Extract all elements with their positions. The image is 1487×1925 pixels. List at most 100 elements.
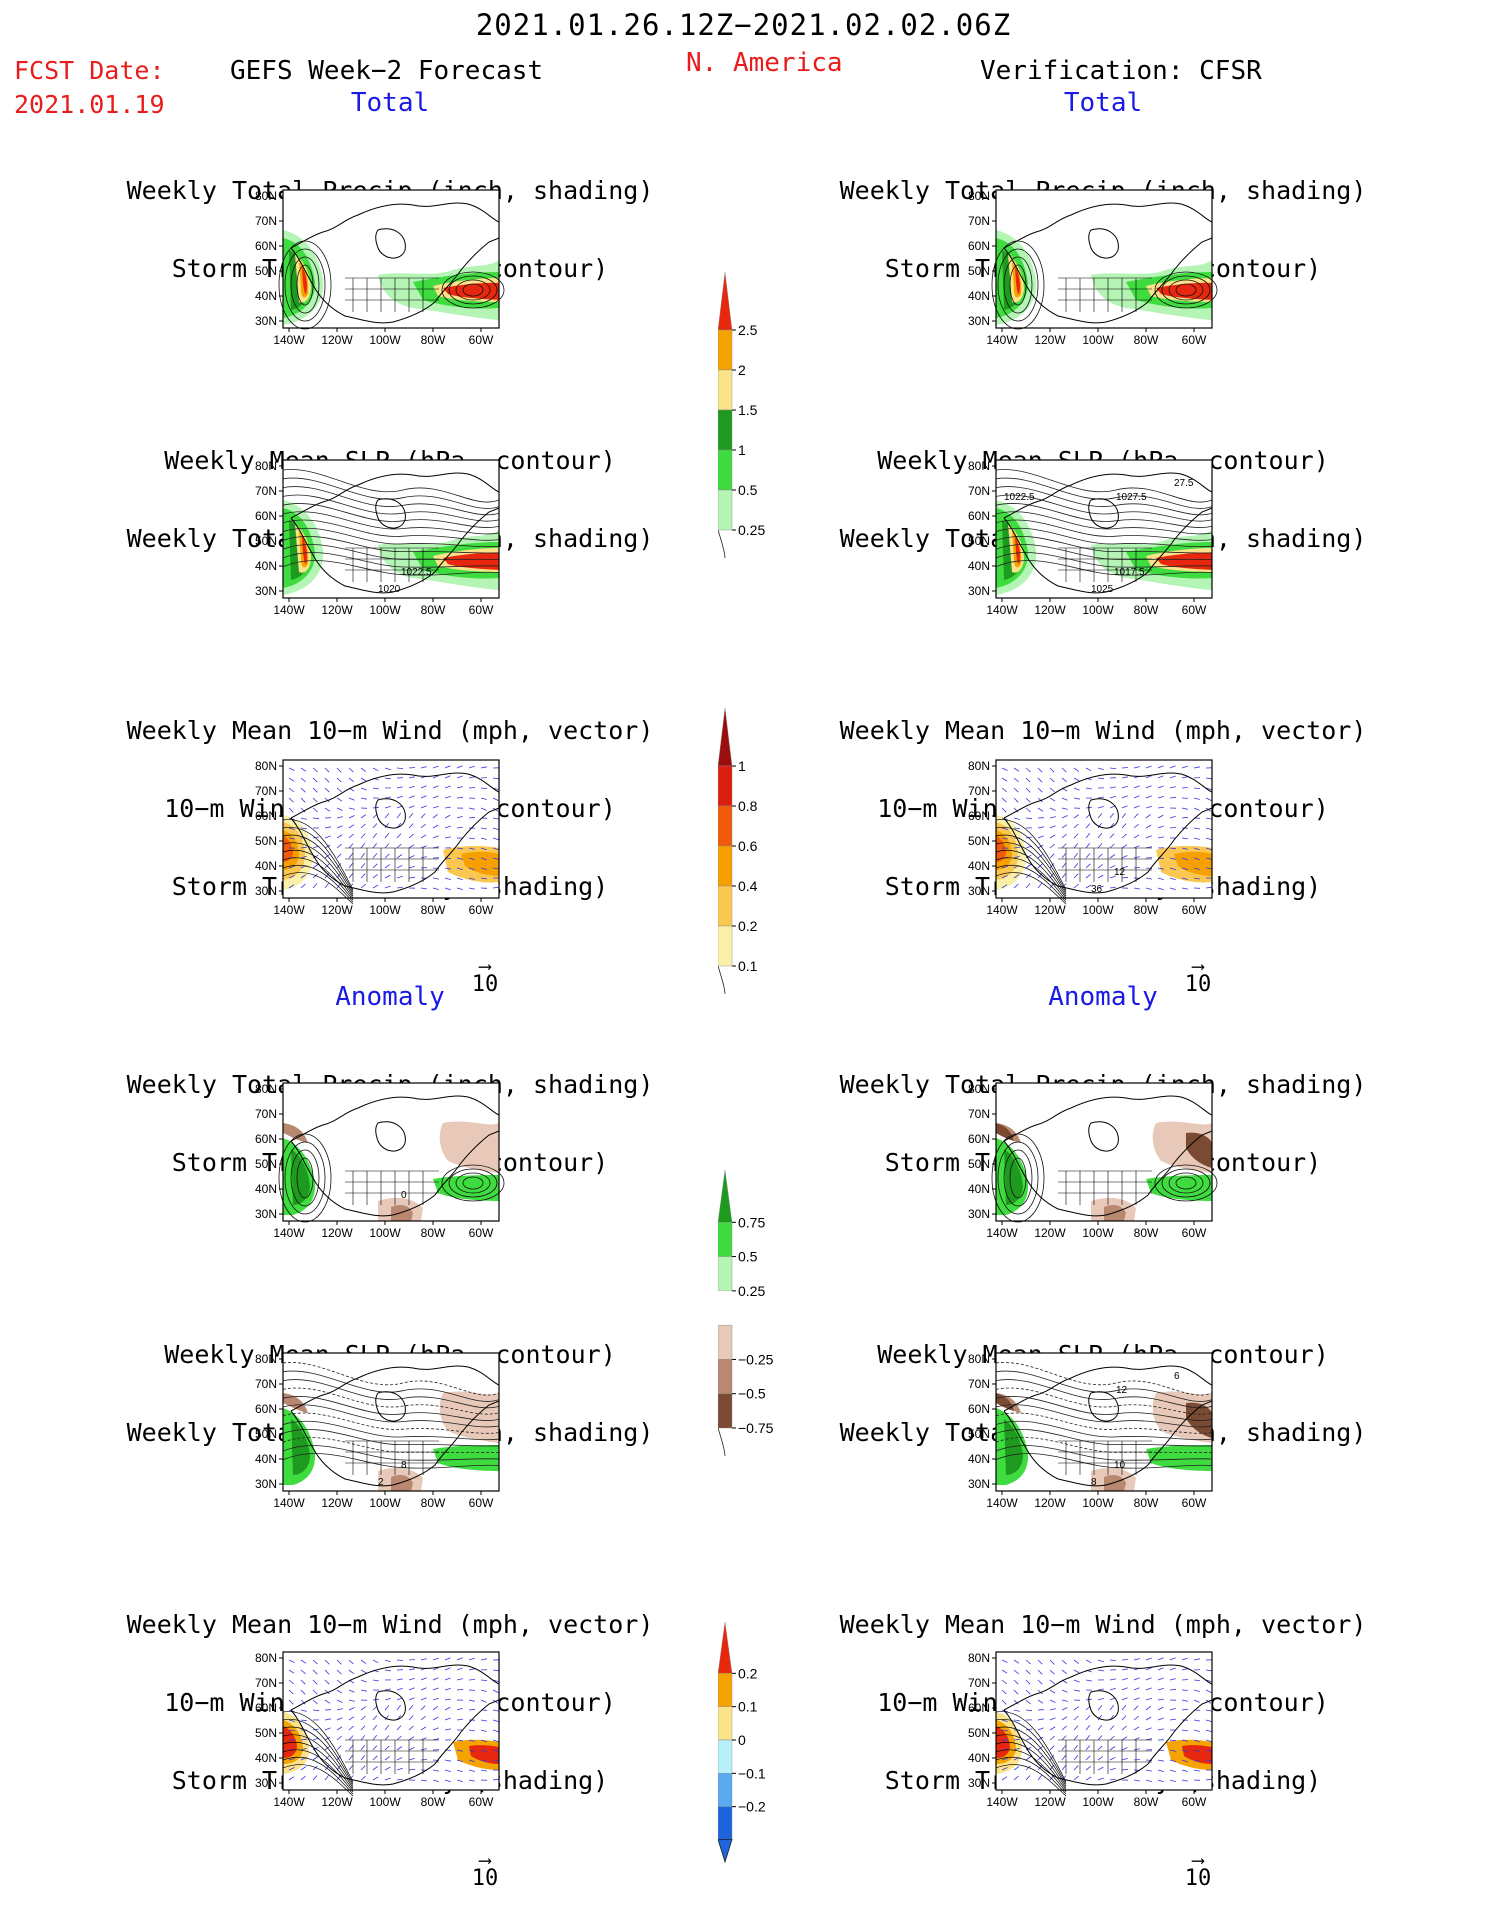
lat-tick-label: 50N [968, 264, 990, 278]
contour-value-label: 1025 [1091, 584, 1114, 595]
lon-tick-label: 140W [273, 1795, 305, 1809]
vector-reference-value: 10 [1184, 1866, 1212, 1891]
lon-tick-label: 80W [1134, 1496, 1159, 1510]
map-panel-fcst-wind: 80N 70N 60N 50N 40N 30N 140W 120W 100W 80W 60W [241, 754, 509, 924]
map-svg: 80N 70N 60N 50N 40N 30N 140W 120W 100W 80W 60W 1022… [255, 459, 500, 617]
map-frame [995, 759, 1213, 899]
map-svg: 80N 70N 60N 50N 40N 30N 140W 120W 100W 80W 60W [968, 1651, 1213, 1809]
lat-tick-label: 80N [255, 189, 277, 203]
colorbar-segment [718, 1290, 732, 1326]
lat-tick-label: 70N [255, 1676, 277, 1690]
vector-reference-cfsr-anom: ⟶ 10 [1173, 1852, 1223, 1892]
fcst-date-value: 2021.01.19 [14, 90, 165, 119]
colorbar-segment [717, 449, 733, 491]
colorbar-label: 0.8 [738, 798, 758, 814]
time-range-title: 2021.01.26.12Z−2021.02.02.06Z [475, 8, 1012, 42]
colorbar-label: 0.6 [738, 838, 758, 854]
lat-tick-label: 70N [968, 214, 990, 228]
section-total-left: Total [350, 88, 430, 118]
lon-tick-label: 100W [1082, 1496, 1114, 1510]
vector-reference-fcst-total: ⟶ 10 [460, 956, 510, 998]
lon-tick-label: 120W [321, 333, 353, 347]
map-frame [995, 1651, 1213, 1791]
lat-tick-label: 50N [255, 1157, 277, 1171]
lon-tick-label: 60W [1182, 603, 1207, 617]
colorbar-label: 0.25 [738, 522, 765, 538]
lat-tick-label: 30N [968, 1776, 990, 1790]
contour-value-label: 1022.5 [401, 567, 432, 578]
verification-column-title: Verification: CFSR [980, 56, 1262, 86]
colorbar-segment [717, 845, 733, 887]
map-svg: 80N 70N 60N 50N 40N 30N 140W 120W 100W 80W 60W [255, 759, 500, 917]
map-svg: 80N 70N 60N 50N 40N 30N 140W 120W 100W 80W 60W 8 2 [255, 1352, 500, 1510]
lon-tick-label: 140W [986, 1795, 1018, 1809]
map-frame [995, 1082, 1213, 1222]
lat-tick-label: 40N [255, 559, 277, 573]
lat-tick-label: 50N [968, 1157, 990, 1171]
lat-tick-label: 30N [255, 584, 277, 598]
colorbar-track_total: 1 0.8 0.6 0.4 0.2 0.1 [717, 706, 808, 1000]
vector-reference-fcst-anom: ⟶ 10 [460, 1852, 510, 1892]
lon-tick-label: 140W [986, 1496, 1018, 1510]
lat-tick-label: 30N [255, 884, 277, 898]
lat-tick-label: 40N [255, 1751, 277, 1765]
lon-tick-label: 120W [1034, 603, 1066, 617]
lon-tick-label: 120W [1034, 1795, 1066, 1809]
fcst-date-label: FCST Date: [14, 56, 165, 85]
lat-tick-label: 50N [255, 1726, 277, 1740]
contour-value-label: 1017.5 [1114, 567, 1145, 578]
lat-tick-label: 40N [255, 1452, 277, 1466]
section-anomaly-right: Anomaly [1048, 982, 1158, 1012]
title-line: Weekly Mean 10−m Wind (mph, vector) [126, 716, 654, 745]
colorbar-end-triangle [717, 965, 726, 995]
lon-tick-label: 140W [273, 903, 305, 917]
contour-value-label: 12 [1116, 1385, 1128, 1396]
lon-tick-label: 80W [1134, 1226, 1159, 1240]
colorbar-label: 0.2 [738, 1665, 758, 1681]
lat-tick-label: 80N [968, 189, 990, 203]
lon-tick-label: 60W [469, 1795, 494, 1809]
lon-tick-label: 100W [369, 1795, 401, 1809]
contour-value-label: 36 [1091, 884, 1103, 895]
lon-tick-label: 120W [321, 1226, 353, 1240]
vector-arrow-icon: ⟶ [479, 956, 491, 977]
lon-tick-label: 100W [1082, 1795, 1114, 1809]
colorbar-segment [717, 409, 733, 451]
colorbar-label: 0.1 [738, 958, 758, 974]
lat-tick-label: 80N [968, 1082, 990, 1096]
lat-tick-label: 70N [255, 214, 277, 228]
map-svg: 80N 70N 60N 50N 40N 30N 140W 120W 100W 80W 60W [255, 189, 505, 347]
colorbar-label: 0.4 [738, 878, 758, 894]
map-frame [282, 189, 500, 329]
lon-tick-label: 120W [1034, 333, 1066, 347]
lat-tick-label: 60N [255, 1701, 277, 1715]
map-panel-fcst-windA: 80N 70N 60N 50N 40N 30N 140W 120W 100W 80W 60W [241, 1646, 509, 1816]
lat-tick-label: 30N [968, 1207, 990, 1221]
map-panel-cfsr-slpA: 80N 70N 60N 50N 40N 30N 140W 120W 100W 80W 60W 10 8 6… [954, 1347, 1222, 1517]
colorbar-segment [717, 1673, 733, 1707]
lat-tick-label: 40N [968, 289, 990, 303]
lat-tick-label: 50N [255, 264, 277, 278]
lat-tick-label: 60N [968, 239, 990, 253]
lat-tick-label: 80N [255, 1651, 277, 1665]
lat-tick-label: 50N [968, 1427, 990, 1441]
lat-tick-label: 80N [968, 1651, 990, 1665]
lon-tick-label: 80W [1134, 903, 1159, 917]
colorbar-label: −0.1 [738, 1765, 766, 1781]
map-panel-cfsr-slp: 80N 70N 60N 50N 40N 30N 140W 120W 100W 80W 60W 1017… [954, 454, 1222, 624]
colorbar-segment [717, 1222, 733, 1257]
lon-tick-label: 80W [421, 903, 446, 917]
lat-tick-label: 40N [255, 1182, 277, 1196]
colorbar-label: 0.25 [738, 1283, 765, 1299]
map-panel-cfsr-precipA: 80N 70N 60N 50N 40N 30N 140W 120W 100W 80W 60W [954, 1077, 1222, 1247]
map-frame [282, 759, 500, 899]
map-frame [995, 1352, 1213, 1492]
lon-tick-label: 60W [469, 1496, 494, 1510]
colorbar-svg: 2.5 2 1.5 1 0.5 0.25 [717, 271, 765, 559]
lat-tick-label: 50N [255, 534, 277, 548]
lon-tick-label: 80W [421, 1496, 446, 1510]
colorbar-label: 1 [738, 442, 746, 458]
contour-value-label: 0 [401, 1190, 407, 1201]
lat-tick-label: 80N [968, 759, 990, 773]
contour-value-label: 27.5 [1174, 478, 1194, 489]
